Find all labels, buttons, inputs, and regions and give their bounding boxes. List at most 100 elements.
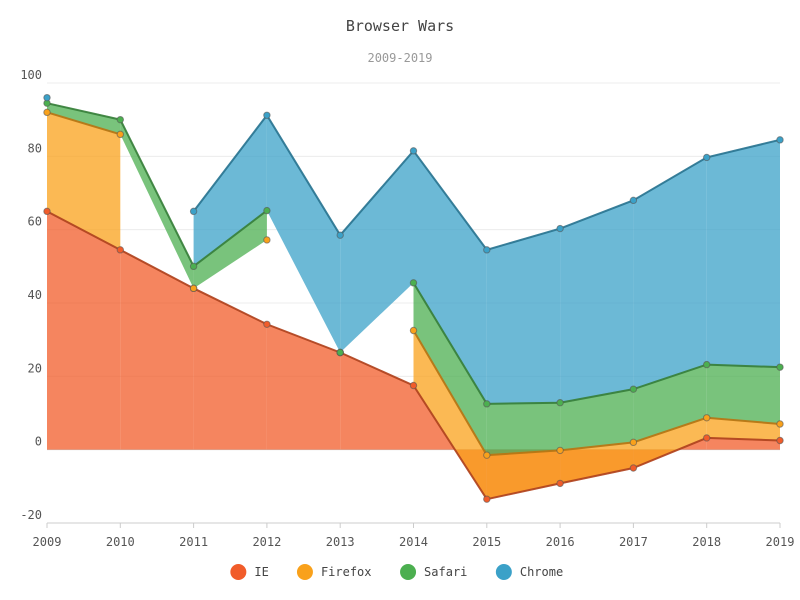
chrome-point[interactable] [703, 153, 711, 162]
ie-point[interactable] [703, 434, 711, 442]
safari-point[interactable] [776, 363, 784, 371]
legend-item-chrome[interactable]: Chrome [495, 564, 563, 580]
x-tick-label: 2011 [179, 535, 208, 549]
chrome-point[interactable] [556, 224, 564, 233]
chrome-point[interactable] [629, 196, 638, 205]
legend-label: Chrome [520, 565, 563, 579]
safari-point[interactable] [629, 385, 638, 393]
safari-area-segment [706, 364, 780, 424]
safari-point[interactable] [336, 348, 344, 357]
y-tick-label: 60 [28, 215, 42, 229]
x-tick-label: 2016 [546, 535, 575, 549]
firefox-point[interactable] [483, 451, 491, 459]
chrome-point[interactable] [263, 111, 271, 119]
y-tick-label: 40 [28, 288, 42, 302]
chrome-area-segment [266, 115, 341, 353]
x-tick-label: 2015 [472, 535, 501, 549]
legend-label: Firefox [321, 565, 372, 579]
firefox-point[interactable] [703, 414, 711, 422]
firefox-series-line [46, 111, 781, 457]
safari-point[interactable] [189, 262, 198, 271]
ie-area-segment [266, 324, 341, 450]
legend[interactable]: IE Firefox Safari Chrome [230, 564, 563, 580]
chrome-area-segment [340, 150, 414, 353]
safari-area-segment [47, 103, 121, 135]
firefox-area-segment [560, 442, 634, 484]
chrome-area-segment [413, 150, 487, 404]
safari-area-segment [560, 389, 634, 451]
x-tick-label: 2017 [619, 535, 648, 549]
ie-point[interactable] [483, 495, 491, 503]
legend-swatch [495, 564, 512, 580]
y-tick-label: 0 [35, 435, 42, 449]
safari-point[interactable] [409, 279, 418, 287]
legend-item-safari[interactable]: Safari [400, 564, 467, 580]
ie-point[interactable] [776, 436, 784, 445]
safari-area-segment [193, 210, 267, 289]
legend-item-ie[interactable]: IE [230, 564, 269, 580]
x-tick-label: 2010 [106, 535, 135, 549]
chrome-point[interactable] [776, 136, 784, 144]
firefox-point[interactable] [409, 326, 418, 335]
ie-point[interactable] [116, 246, 125, 254]
firefox-point[interactable] [629, 438, 638, 447]
y-tick-label: 80 [28, 141, 42, 155]
safari-point[interactable] [263, 206, 271, 215]
firefox-area-segment [47, 112, 121, 250]
ie-area-segment [193, 288, 267, 450]
safari-area-segment [413, 282, 487, 456]
safari-series-line-shade [46, 102, 781, 405]
safari-area-segment [486, 402, 561, 456]
chrome-area-segment [486, 228, 561, 404]
chart-subtitle: 2009-2019 [367, 51, 432, 65]
ie-point[interactable] [263, 320, 271, 328]
y-tick-label: 20 [28, 361, 42, 375]
area-layers [47, 103, 780, 500]
ie-point[interactable] [409, 381, 418, 390]
safari-area-segment [120, 119, 194, 289]
x-tick-label: 2019 [766, 535, 795, 549]
chrome-area-segment [560, 200, 634, 403]
ie-point[interactable] [43, 207, 51, 216]
legend-swatch [296, 564, 313, 580]
legend-swatch [400, 564, 417, 580]
legend-item-firefox[interactable]: Firefox [296, 564, 372, 580]
firefox-point[interactable] [556, 446, 564, 455]
firefox-area-segment [706, 417, 780, 441]
chrome-point[interactable] [336, 231, 344, 239]
chrome-point[interactable] [483, 246, 491, 254]
firefox-point[interactable] [43, 108, 51, 117]
ie-area-segment [120, 249, 194, 450]
y-tick-label: 100 [20, 68, 42, 82]
x-tick-label: 2009 [33, 535, 62, 549]
chrome-point[interactable] [43, 93, 51, 102]
x-tick-label: 2013 [326, 535, 355, 549]
legend-label: Safari [424, 565, 467, 579]
safari-series-line [46, 102, 781, 405]
chart-title: Browser Wars [346, 17, 454, 35]
firefox-series-line-shade [46, 111, 781, 457]
firefox-point[interactable] [116, 130, 125, 139]
x-tick-label: 2014 [399, 535, 428, 549]
chrome-point[interactable] [189, 207, 198, 216]
chrome-area-segment [706, 139, 780, 368]
safari-point[interactable] [703, 360, 711, 369]
x-tick-label: 2018 [692, 535, 721, 549]
chrome-area-segment [633, 157, 707, 390]
firefox-point[interactable] [189, 284, 198, 293]
ie-area-segment [706, 437, 780, 450]
x-tick-label: 2012 [252, 535, 281, 549]
firefox-area-segment [413, 330, 487, 500]
ie-point[interactable] [629, 464, 638, 472]
axes: -20 0 20 40 60 80 100 2009 2010 2011 2012 2013 2014 2… [20, 68, 794, 549]
ie-point[interactable] [556, 479, 564, 488]
safari-point[interactable] [556, 399, 564, 407]
legend-swatch [230, 564, 247, 580]
firefox-point[interactable] [776, 420, 784, 428]
y-tick-label: -20 [20, 508, 42, 522]
chrome-point[interactable] [409, 147, 418, 155]
firefox-point[interactable] [263, 236, 271, 244]
safari-point[interactable] [483, 400, 491, 408]
chrome-area-segment [193, 115, 267, 267]
safari-point[interactable] [116, 115, 125, 124]
